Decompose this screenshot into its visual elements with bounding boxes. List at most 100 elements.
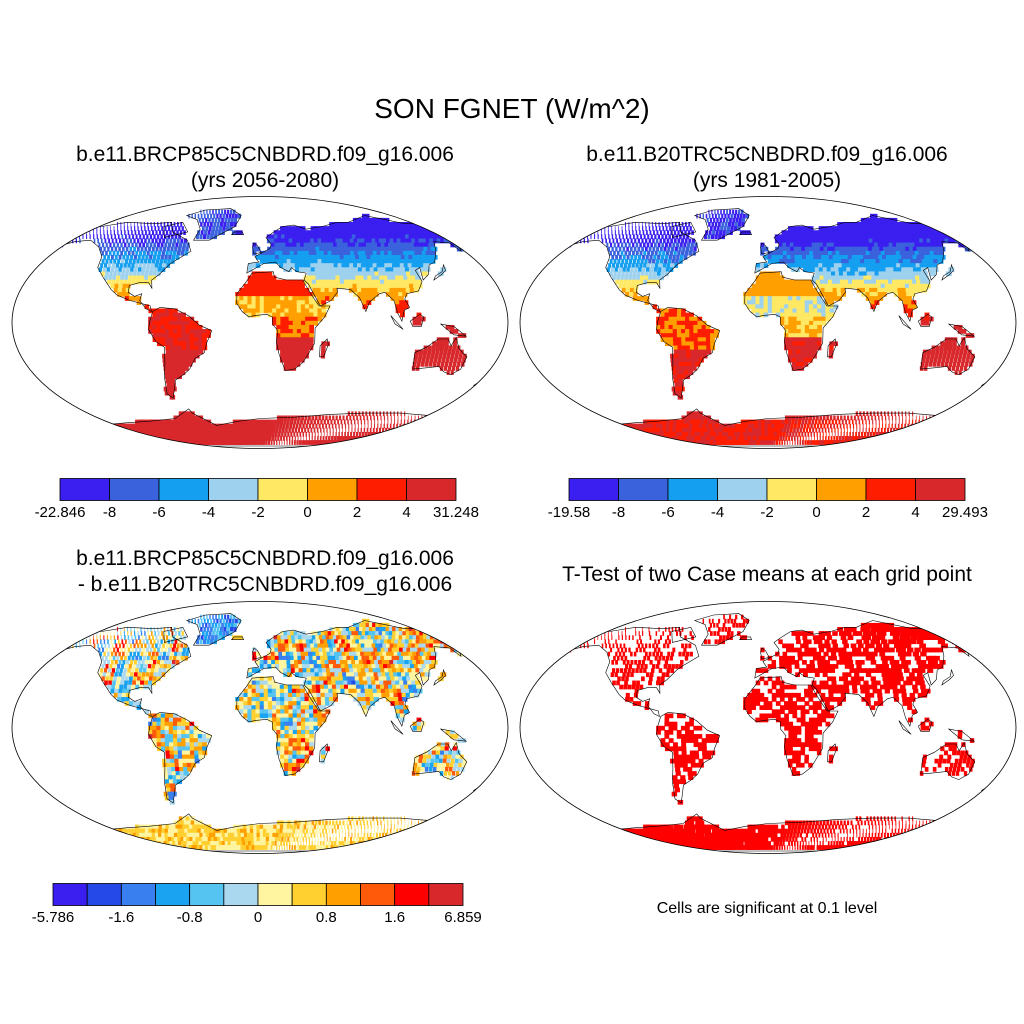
map-cell xyxy=(767,296,773,301)
map-cell xyxy=(168,419,176,425)
map-cell xyxy=(660,320,665,326)
map-cell xyxy=(763,279,769,285)
map-cell xyxy=(408,267,415,273)
map-cell xyxy=(616,275,620,281)
map-cell xyxy=(617,259,621,264)
map-cell xyxy=(595,436,610,441)
map-cell xyxy=(800,287,805,293)
map-cell xyxy=(461,333,467,338)
map-cell xyxy=(901,238,908,244)
map-cell xyxy=(454,230,463,235)
map-cell xyxy=(163,222,166,227)
map-cell xyxy=(873,292,879,297)
map-cell xyxy=(911,304,917,310)
map-cell xyxy=(667,259,671,264)
map-cell xyxy=(710,337,715,343)
map-cell xyxy=(274,254,280,260)
map-cell xyxy=(898,259,905,264)
map-cell xyxy=(718,222,721,227)
map-cell xyxy=(826,415,829,421)
map-cell xyxy=(758,431,763,437)
map-cell xyxy=(827,250,834,256)
map-cell xyxy=(331,423,334,429)
map-cell xyxy=(675,226,678,231)
map-cell xyxy=(756,440,761,445)
map-cell xyxy=(697,337,703,343)
map-cell xyxy=(125,436,138,441)
map-cell xyxy=(800,345,806,351)
map-cell xyxy=(344,283,350,289)
map-cell xyxy=(457,230,466,235)
map-cell xyxy=(108,238,110,244)
map-cell xyxy=(425,222,434,227)
map-cell xyxy=(860,415,863,421)
map-cell xyxy=(843,415,846,421)
map-cell xyxy=(375,427,378,433)
map-cell xyxy=(934,353,939,359)
map-cell xyxy=(383,275,389,281)
map-cell xyxy=(788,345,793,351)
map-cell xyxy=(789,238,794,244)
map-cell xyxy=(255,292,261,297)
map-cell xyxy=(969,333,975,338)
map-cell xyxy=(279,357,285,363)
map-cell xyxy=(920,246,927,252)
map-cell xyxy=(120,222,122,227)
map-cell xyxy=(180,250,185,256)
map-cell xyxy=(400,283,407,289)
map-cell xyxy=(321,312,327,318)
map-cell xyxy=(156,312,162,318)
map-cell xyxy=(710,341,716,347)
map-cell xyxy=(302,263,308,268)
map-cell xyxy=(767,271,773,277)
map-cell xyxy=(423,263,430,268)
map-cell xyxy=(189,411,195,417)
map-cell xyxy=(885,242,892,248)
map-cell xyxy=(795,361,801,367)
map-cell xyxy=(616,250,620,256)
map-cell xyxy=(140,436,151,441)
map-cell xyxy=(820,234,827,240)
map-cell xyxy=(122,436,135,441)
map-cell xyxy=(872,226,880,231)
map-cell xyxy=(680,370,686,375)
map-cell xyxy=(906,292,912,297)
map-cell xyxy=(137,222,139,227)
map-cell xyxy=(929,271,936,277)
map-cell xyxy=(639,242,642,248)
map-cell xyxy=(164,320,170,326)
map-cell xyxy=(778,440,781,445)
map-cell xyxy=(896,431,900,437)
map-cell xyxy=(295,267,300,273)
map-cell xyxy=(356,246,363,252)
map-cell xyxy=(653,267,658,273)
map-cell xyxy=(330,436,334,441)
map-cell xyxy=(802,254,807,260)
map-cell xyxy=(180,222,183,227)
map-cell xyxy=(782,238,787,244)
map-cell xyxy=(350,267,356,273)
map-cell xyxy=(313,238,319,244)
map-cell xyxy=(875,275,881,281)
map-cell xyxy=(348,423,350,429)
map-cell xyxy=(786,246,791,252)
map-cell xyxy=(153,267,158,273)
map-cell xyxy=(315,246,321,252)
map-cell xyxy=(197,337,203,343)
map-cell xyxy=(405,234,412,240)
map-cell xyxy=(371,259,378,264)
map-cell xyxy=(953,357,958,363)
map-cell xyxy=(328,238,334,244)
map-cell xyxy=(809,415,813,421)
map-cell xyxy=(825,300,830,305)
map-cell xyxy=(827,279,833,285)
map-cell xyxy=(314,263,320,268)
map-cell xyxy=(114,234,116,240)
map-cell xyxy=(788,230,794,235)
map-cell xyxy=(266,423,270,429)
map-cell xyxy=(743,431,748,437)
map-cell xyxy=(869,431,873,437)
map-cell xyxy=(402,259,409,264)
map-cell xyxy=(122,440,141,445)
map-cell xyxy=(299,279,305,285)
